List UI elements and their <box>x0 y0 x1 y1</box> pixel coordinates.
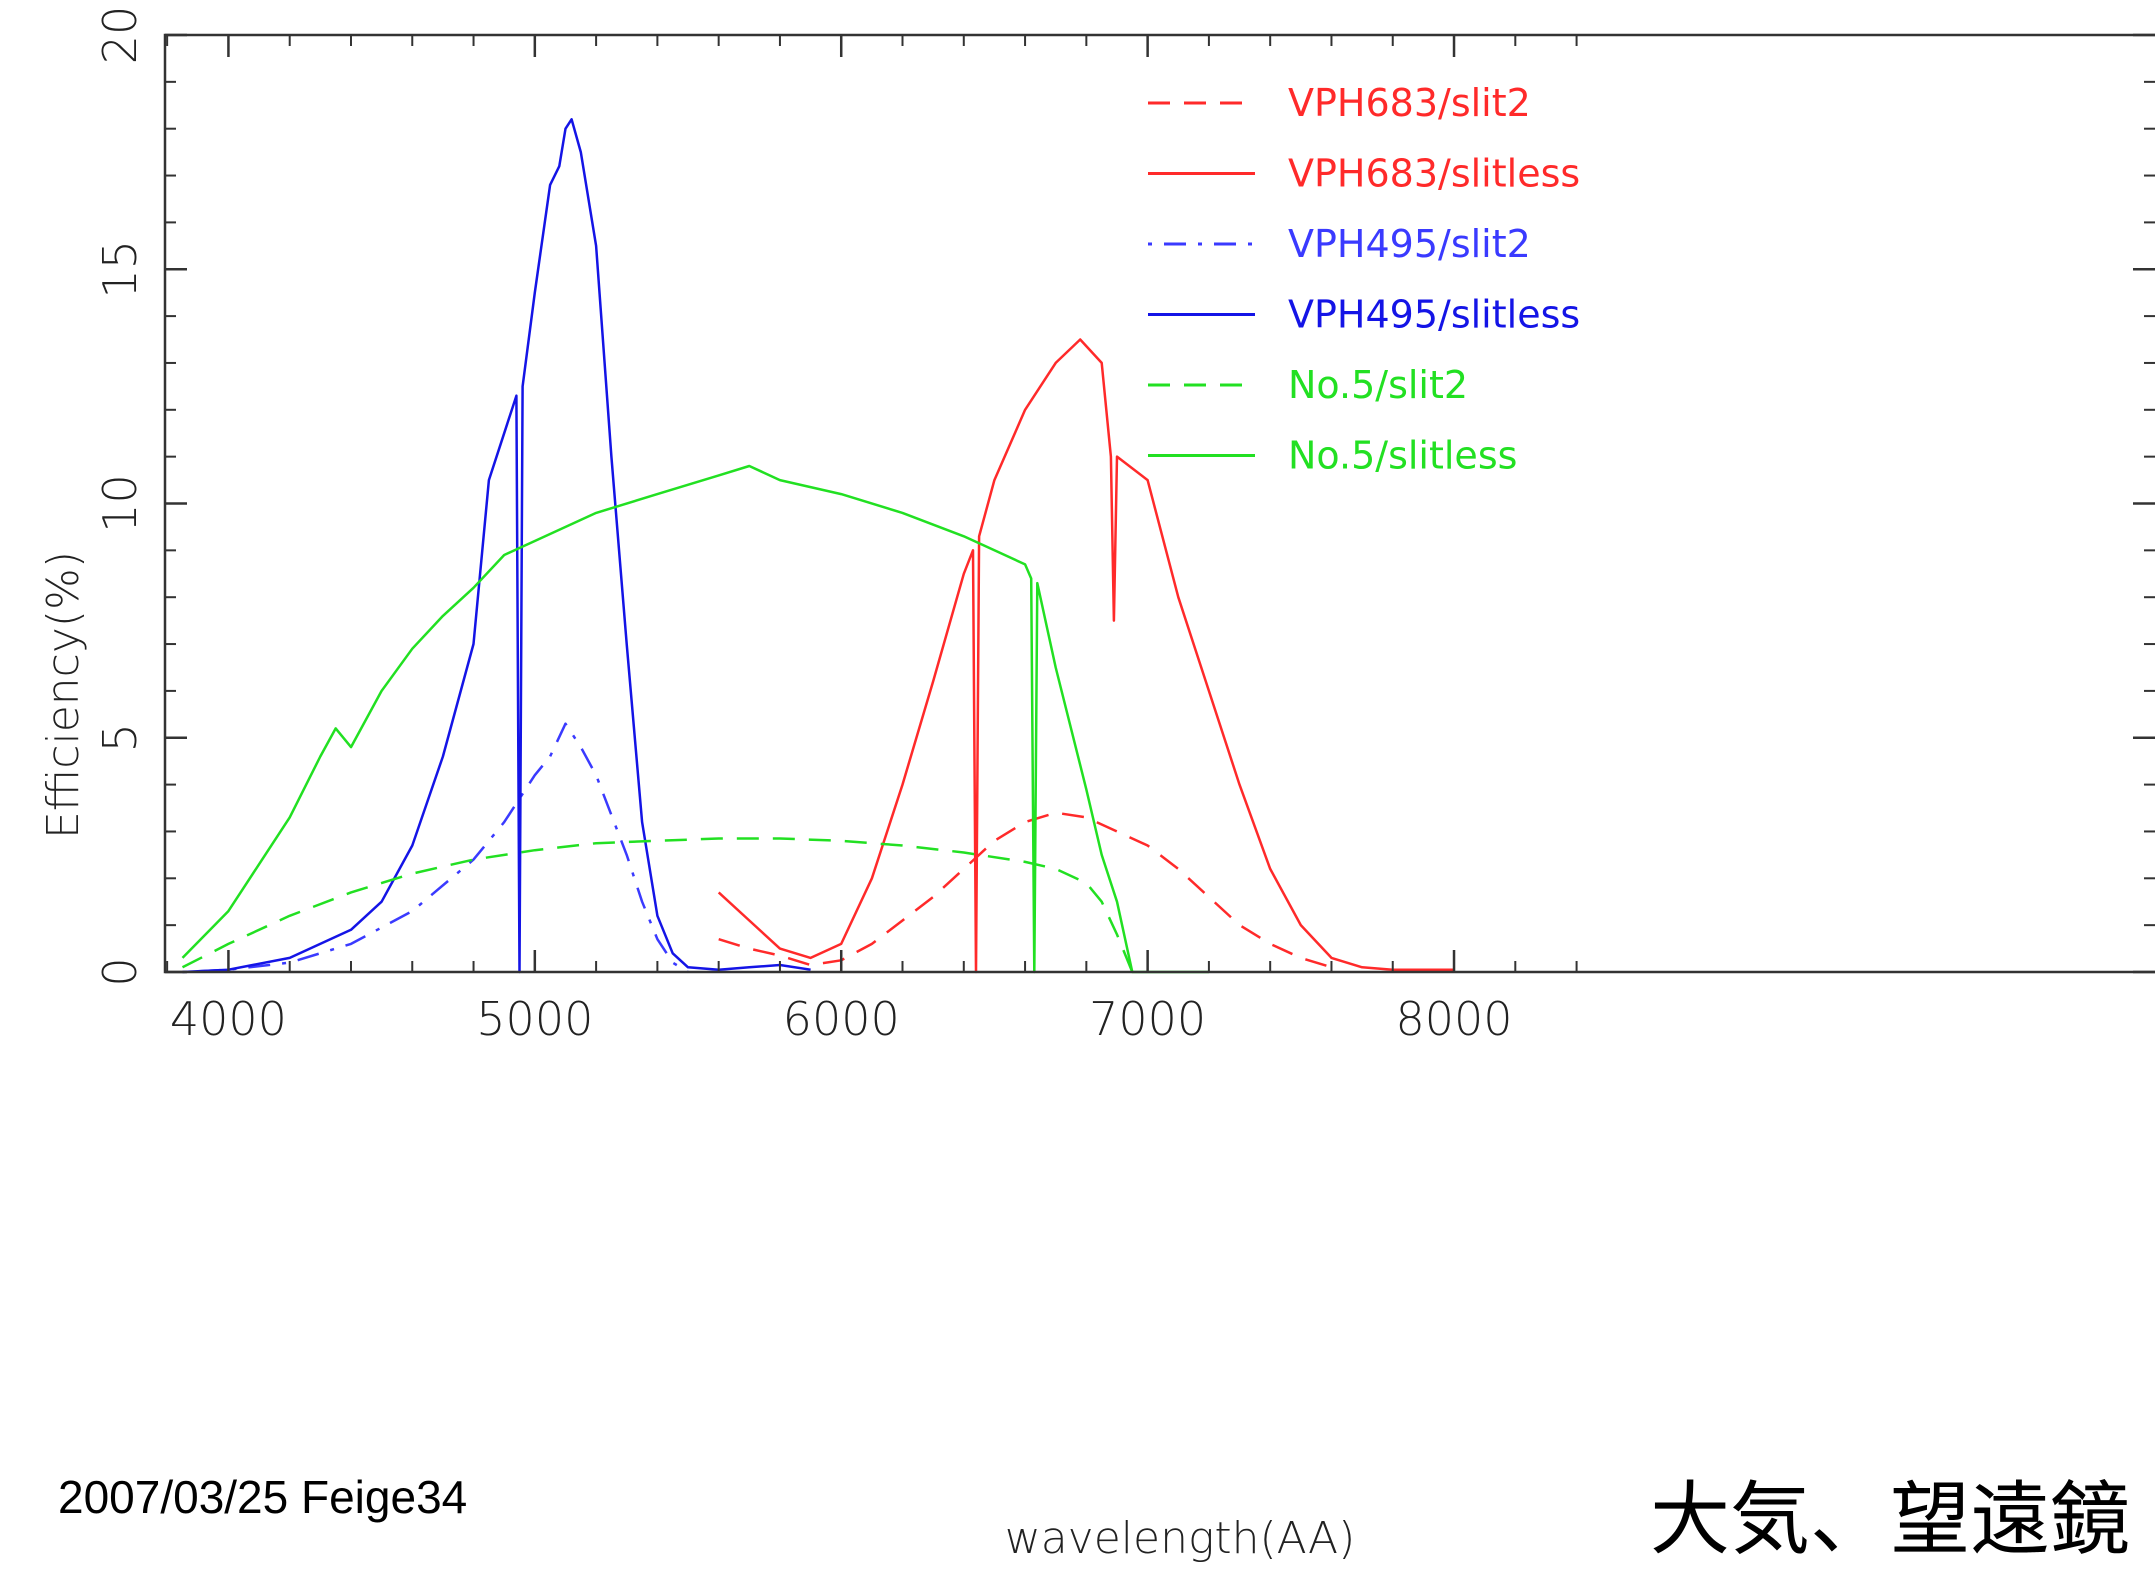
series-line-vph495-slit2 <box>182 722 689 974</box>
series-line-vph683-slitless <box>717 338 1454 974</box>
x-tick-label: 5000 <box>476 992 593 1046</box>
x-tick-label: 4000 <box>170 992 287 1046</box>
series-line-no-5-slit2 <box>181 837 1134 973</box>
legend: VPH683/slit2 VPH683/slitless VPH495/slit2 V… <box>1148 81 1580 478</box>
legend-label: VPH495/slitless <box>1288 293 1580 337</box>
series-line-vph683-slit2 <box>718 811 1332 969</box>
y-tick-label: 0 <box>93 957 147 986</box>
legend-label: No.5/slit2 <box>1288 363 1468 407</box>
series-line-no-5-slitless <box>181 464 1209 974</box>
date-caption: 2007/03/25 Feige34 <box>58 1471 468 1523</box>
y-tick-label: 15 <box>93 240 147 299</box>
plot-layer <box>181 118 1454 974</box>
y-tick-label: 20 <box>93 6 147 65</box>
x-tick-label: 8000 <box>1395 992 1512 1046</box>
legend-label: VPH495/slit2 <box>1288 222 1531 266</box>
y-tick-label: 5 <box>93 723 147 752</box>
legend-label: No.5/slitless <box>1288 434 1517 478</box>
plot-frame <box>163 33 2155 974</box>
japanese-caption: 大気、望遠鏡 <box>1650 1473 2130 1566</box>
legend-label: VPH683/slitless <box>1288 152 1580 196</box>
x-tick-label: 7000 <box>1089 992 1206 1046</box>
x-axis-title: wavelength(AA) <box>1005 1513 1356 1564</box>
x-tick-label: 6000 <box>783 992 900 1046</box>
axes-layer: 4000 5000 6000 7000 8000 0 5 10 15 20 <box>93 6 2155 1046</box>
y-tick-label: 10 <box>93 474 147 533</box>
series-line-vph495-slitless <box>182 118 811 974</box>
y-axis-title: Efficiency(%) <box>38 551 89 839</box>
legend-label: VPH683/slit2 <box>1288 81 1531 125</box>
